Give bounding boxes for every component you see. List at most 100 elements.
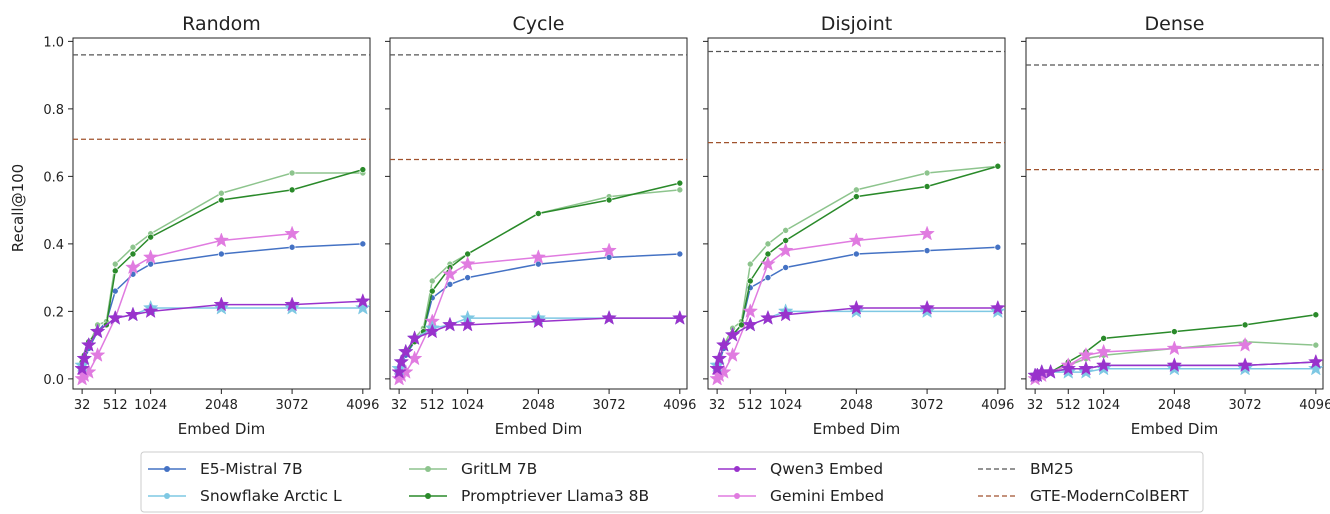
x-tick-label: 512 — [738, 398, 763, 413]
data-point — [288, 169, 296, 177]
data-point — [442, 316, 458, 332]
data-point — [1100, 335, 1107, 342]
series-line — [716, 307, 998, 369]
data-point — [406, 330, 423, 346]
data-point — [446, 281, 454, 288]
plot-frame — [707, 37, 1006, 390]
data-point — [724, 347, 741, 362]
series-line — [716, 310, 998, 366]
data-point — [89, 323, 106, 339]
data-point — [923, 247, 931, 254]
data-point — [213, 232, 230, 248]
y-axis-label: Recall@100 — [9, 164, 27, 252]
data-point — [464, 274, 471, 281]
data-point — [601, 309, 617, 325]
data-point — [218, 196, 225, 204]
data-point — [724, 326, 741, 342]
x-axis-label: Embed Dim — [1131, 420, 1218, 438]
data-point — [1237, 357, 1253, 373]
legend: E5-Mistral 7B Snowflake Arctic L GritLM 7B… — [140, 451, 1204, 513]
data-point — [676, 186, 684, 194]
y-tick-label: 0.4 — [43, 238, 64, 253]
data-point — [777, 306, 794, 322]
series-line — [398, 317, 680, 369]
data-point — [676, 179, 684, 187]
data-point — [459, 316, 476, 332]
x-tick-label: 3072 — [911, 398, 944, 413]
legend-label: BM25 — [1030, 460, 1074, 478]
data-point — [391, 363, 407, 379]
data-point — [746, 277, 754, 285]
legend-label: E5-Mistral 7B — [200, 460, 303, 478]
series-promptriever-llama3-8b — [713, 162, 1002, 369]
data-point — [218, 250, 225, 258]
data-point — [147, 260, 154, 268]
data-point — [994, 243, 1002, 251]
data-point — [125, 259, 141, 275]
data-point — [530, 313, 547, 329]
data-point — [676, 250, 684, 258]
y-tick-label: 0.0 — [43, 373, 64, 388]
legend-label: Gemini Embed — [770, 487, 884, 505]
data-point — [1078, 360, 1094, 376]
data-point — [142, 249, 159, 265]
data-point — [89, 347, 106, 362]
panel-cycle: Cycle 32 512 1024 2048 3072 4096 Embed Dim — [385, 13, 696, 438]
x-tick-label: 2048 — [1158, 398, 1191, 413]
x-tick-label: 512 — [420, 398, 445, 413]
x-tick-label: 512 — [1056, 398, 1081, 413]
x-tick-label: 4096 — [663, 398, 696, 413]
panels: Random 32 512 1024 2048 3072 4096 0.0 0.2 0.4 0.6 0… — [43, 13, 1330, 438]
plot-frame — [72, 37, 371, 390]
x-tick-label: 4096 — [346, 398, 379, 413]
data-point — [111, 287, 119, 295]
data-point — [284, 225, 300, 241]
x-tick-label: 1024 — [134, 398, 167, 413]
y-tick-label: 0.6 — [43, 170, 64, 185]
legend-label: GTE-ModernColBERT — [1030, 487, 1189, 505]
data-point — [711, 350, 728, 366]
legend-item-gritlm-7b: GritLM 7B — [409, 460, 537, 478]
legend-marker — [425, 466, 431, 472]
y-tick-label: 0.2 — [43, 305, 64, 320]
x-tick-label: 32 — [74, 398, 91, 413]
data-point — [535, 260, 542, 268]
data-point — [393, 353, 410, 369]
data-point — [1171, 328, 1178, 335]
legend-marker — [734, 466, 740, 472]
data-point — [760, 309, 776, 325]
data-point — [288, 186, 296, 194]
data-point — [355, 293, 371, 308]
panel-title: Random — [182, 13, 261, 35]
data-point — [459, 255, 476, 271]
legend-item-gemini-embed: Gemini Embed — [718, 487, 884, 505]
legend-item-gte-moderncolbert: GTE-ModernColBERT — [978, 487, 1189, 505]
data-point — [746, 260, 754, 268]
x-tick-label: 2048 — [840, 398, 873, 413]
data-point — [1166, 340, 1183, 356]
series-promptriever-llama3-8b — [78, 166, 367, 366]
x-tick-label: 3072 — [593, 398, 626, 413]
legend-label: Promptriever Llama3 8B — [461, 487, 649, 505]
panel-title: Disjoint — [821, 13, 892, 35]
panel-dense: Dense 32 512 1024 2048 3072 4096 Embed Dim — [1021, 13, 1330, 438]
data-point — [764, 274, 772, 281]
x-tick-label: 32 — [391, 398, 408, 413]
data-point — [213, 296, 230, 312]
data-point — [428, 287, 436, 295]
data-point — [1312, 341, 1320, 349]
data-point — [919, 225, 935, 241]
legend-item-e5-mistral-7b: E5-Mistral 7B — [148, 460, 303, 478]
series-line — [716, 233, 928, 380]
data-point — [742, 303, 759, 319]
data-point — [76, 350, 93, 366]
series-snowflake-arctic-l — [709, 303, 1006, 373]
data-point — [1060, 360, 1077, 376]
data-point — [535, 210, 542, 217]
x-tick-label: 32 — [709, 398, 726, 413]
series-qwen3-embed — [1027, 353, 1324, 383]
data-point — [990, 299, 1006, 315]
data-point — [284, 296, 300, 312]
data-point — [1166, 357, 1183, 373]
data-point — [1095, 357, 1112, 373]
